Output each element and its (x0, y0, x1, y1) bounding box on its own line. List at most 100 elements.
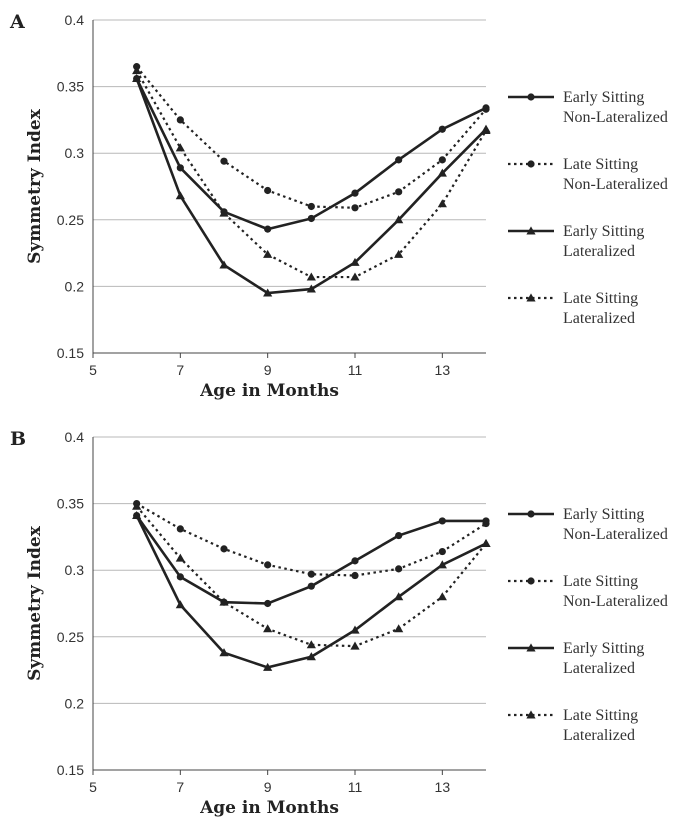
legend-label-line2: Non-Lateralized (563, 526, 668, 543)
x-tick-label: 7 (176, 779, 184, 795)
legend-entry: Late Sitting Non-Lateralized (508, 573, 668, 610)
legend-marker (527, 510, 535, 518)
data-point (350, 272, 360, 281)
data-point (264, 561, 272, 569)
x-tick-label: 5 (89, 779, 97, 795)
data-point (175, 191, 185, 200)
data-point (481, 125, 491, 135)
chart-panel-b: B 0.4 0.35 0.3 0.25 0.2 0.15 5 7 9 11 13 Age in Mont… (10, 428, 668, 818)
data-point (395, 565, 403, 573)
data-point (175, 553, 185, 562)
legend-label-line2: Non-Lateralized (563, 593, 668, 610)
data-point (263, 624, 273, 633)
y-axis-title: Symmetry Index (25, 525, 45, 681)
data-point (394, 249, 404, 258)
data-point (175, 600, 185, 609)
y-axis-title: Symmetry Index (25, 108, 45, 264)
data-point (306, 272, 316, 281)
data-point (264, 186, 272, 195)
data-point (437, 199, 447, 208)
data-point (263, 249, 273, 258)
y-tick-label: 0.15 (57, 762, 84, 778)
data-point (438, 125, 446, 133)
series-2 (132, 74, 491, 297)
y-tick-label: 0.2 (65, 695, 85, 711)
x-axis-title: Age in Months (199, 798, 339, 818)
legend-label-line2: Lateralized (563, 243, 635, 260)
series-line (135, 70, 487, 279)
data-point (219, 597, 229, 606)
data-point (176, 116, 184, 124)
data-point (132, 501, 142, 510)
y-tick-label: 0.25 (57, 212, 84, 228)
data-point (438, 156, 446, 164)
series-line (135, 505, 487, 648)
legend-label-line1: Late Sitting (563, 707, 638, 724)
x-tick-label: 11 (348, 362, 363, 378)
data-point (264, 599, 272, 608)
y-tick-label: 0.4 (65, 12, 85, 28)
data-point (307, 214, 315, 223)
legend-entry: Late Sitting Lateralized (508, 707, 638, 744)
legend-label-line2: Lateralized (563, 727, 635, 744)
legend-label-line2: Lateralized (563, 660, 635, 677)
legend-marker (527, 93, 535, 101)
legend-label-line2: Non-Lateralized (563, 176, 668, 193)
data-point (176, 573, 184, 581)
legend-label-line2: Lateralized (563, 310, 635, 327)
data-point (482, 519, 490, 528)
legend-entry: Early Sitting Lateralized (508, 223, 644, 260)
x-tick-label: 9 (264, 362, 272, 378)
data-point (306, 640, 316, 649)
legend-marker (526, 643, 536, 652)
panel-label: B (10, 428, 26, 450)
data-point (306, 652, 316, 661)
y-tick-label: 0.35 (57, 79, 84, 95)
data-point (351, 557, 359, 565)
y-tick-label: 0.25 (57, 629, 84, 645)
legend-label-line1: Early Sitting (563, 506, 644, 523)
data-point (132, 66, 142, 75)
x-tick-label: 9 (264, 779, 272, 795)
y-tick-label: 0.15 (57, 345, 84, 361)
legend-entry: Early Sitting Non-Lateralized (508, 506, 668, 543)
data-point (264, 225, 272, 233)
data-point (438, 547, 446, 556)
data-point (351, 189, 359, 197)
data-point (437, 168, 447, 177)
data-point (437, 592, 447, 601)
y-tick-label: 0.2 (65, 278, 85, 294)
data-point (132, 74, 142, 83)
legend-entry: Early Sitting Lateralized (508, 640, 644, 677)
data-point (350, 641, 360, 650)
series-line (136, 502, 487, 577)
data-point (176, 164, 184, 172)
data-point (306, 284, 316, 293)
data-point (219, 260, 229, 269)
data-point (219, 648, 229, 657)
legend-entry: Late Sitting Non-Lateralized (508, 156, 668, 193)
data-point (482, 105, 490, 113)
legend-label-line1: Late Sitting (563, 573, 638, 590)
y-tick-label: 0.3 (65, 562, 85, 578)
data-point (307, 202, 315, 211)
legend-label-line1: Early Sitting (563, 223, 644, 240)
legend-label-line1: Early Sitting (563, 640, 644, 657)
panel-label: A (9, 11, 25, 33)
x-tick-label: 5 (89, 362, 97, 378)
legend-label-line1: Late Sitting (563, 290, 638, 307)
data-point (219, 208, 229, 217)
data-point (394, 592, 404, 601)
data-point (437, 560, 447, 569)
data-point (350, 625, 360, 634)
y-tick-label: 0.3 (65, 145, 85, 161)
legend-marker (527, 577, 535, 585)
data-point (395, 188, 403, 196)
data-point (394, 624, 404, 633)
data-point (220, 157, 228, 165)
series-line (135, 514, 486, 605)
legend-label-line2: Non-Lateralized (563, 109, 668, 126)
data-point (175, 143, 185, 152)
legend-label-line1: Early Sitting (563, 89, 644, 106)
